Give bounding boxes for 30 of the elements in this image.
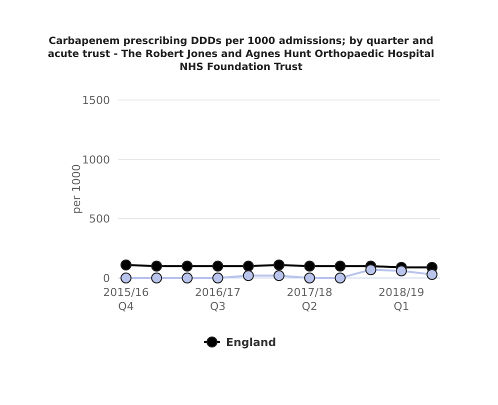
point bbox=[182, 272, 193, 284]
point bbox=[212, 260, 224, 272]
point bbox=[334, 272, 346, 284]
point bbox=[120, 259, 132, 270]
x-tick-label: 2018/19 Q1 bbox=[378, 286, 424, 313]
x-tick-label: 2017/18 Q2 bbox=[286, 286, 332, 313]
point bbox=[274, 259, 284, 270]
point bbox=[334, 260, 346, 272]
point bbox=[242, 270, 254, 282]
x-tick-label: 2015/16 Q4 bbox=[103, 286, 149, 313]
point bbox=[304, 260, 316, 272]
point bbox=[182, 260, 193, 272]
point bbox=[396, 265, 407, 276]
y-tick-label: 500 bbox=[89, 212, 110, 226]
point bbox=[212, 272, 224, 284]
point bbox=[426, 268, 438, 280]
y-tick-label: 1000 bbox=[82, 153, 110, 166]
point bbox=[151, 260, 162, 272]
legend-label: England bbox=[226, 336, 276, 349]
point bbox=[274, 270, 284, 282]
point bbox=[120, 272, 132, 284]
y-tick-label: 1500 bbox=[82, 94, 110, 107]
x-tick-label: 2016/17 Q3 bbox=[194, 286, 241, 313]
chart-title: Carbapenem prescribing DDDs per 1000 admissions; by quarter and acute trust - The Robert Jones and Agnes Hunt Orthopaedic Hospital NHS Foundation Trust bbox=[48, 36, 434, 73]
point bbox=[151, 272, 162, 284]
y-tick-label: 0 bbox=[103, 272, 110, 285]
point bbox=[304, 272, 316, 284]
point bbox=[365, 264, 376, 276]
point bbox=[242, 260, 254, 272]
y-axis-title: per 1000 bbox=[70, 164, 83, 214]
